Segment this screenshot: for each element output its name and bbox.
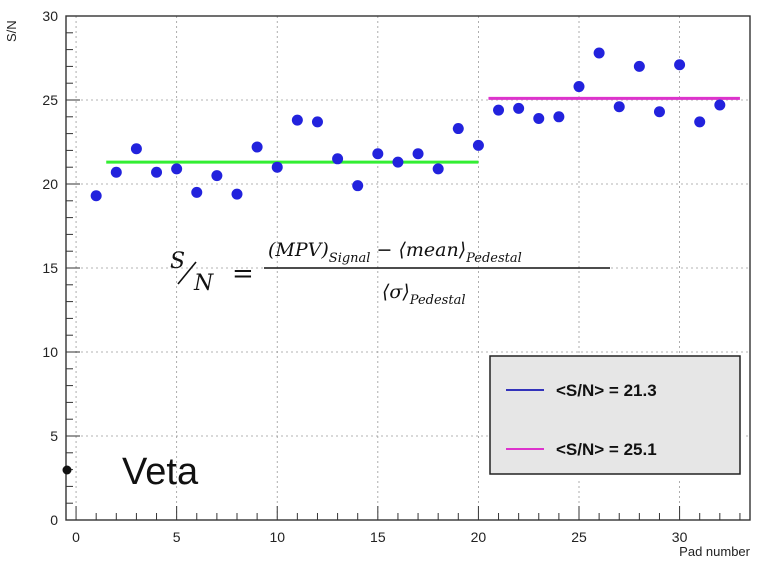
formula-equals: = — [232, 259, 254, 289]
data-point — [573, 81, 585, 93]
data-point — [513, 102, 525, 114]
y-tick-label: 30 — [42, 8, 58, 24]
y-tick-label: 5 — [50, 428, 58, 444]
data-point — [452, 123, 464, 135]
x-axis-title: Pad number — [679, 544, 750, 559]
data-point — [472, 139, 484, 151]
formula-lhs-n: N — [193, 271, 214, 296]
data-point — [231, 188, 243, 200]
data-point — [211, 170, 223, 182]
x-tick-label: 15 — [370, 529, 386, 545]
axis-ticks: 0 5 10 15 20 25 30 0 5 10 15 20 25 30 — [42, 8, 741, 545]
formula-lhs-slash — [177, 261, 197, 285]
data-point — [412, 148, 424, 160]
data-point — [171, 163, 183, 175]
x-tick-label: 0 — [72, 529, 80, 545]
data-point — [392, 156, 404, 168]
veta-marker — [62, 465, 72, 475]
y-axis-title: S/N — [4, 20, 19, 42]
data-point — [613, 101, 625, 113]
data-point — [553, 111, 565, 123]
y-tick-label: 20 — [42, 176, 58, 192]
formula-numerator: (MPV)Signal − ⟨mean⟩Pedestal — [268, 239, 522, 266]
data-point — [90, 190, 102, 202]
data-point — [432, 163, 444, 175]
data-point — [271, 161, 283, 173]
data-point — [493, 104, 505, 116]
legend: <S/N> = 21.3 <S/N> = 25.1 — [489, 355, 744, 478]
fit-lines — [106, 96, 740, 164]
data-point — [533, 112, 545, 124]
data-point — [251, 141, 263, 153]
data-point — [110, 166, 122, 178]
data-point — [653, 106, 665, 118]
y-tick-label: 0 — [50, 512, 58, 528]
sn-formula: S N = (MPV)Signal − ⟨mean⟩Pedestal ⟨σ⟩Pe… — [170, 239, 610, 308]
y-tick-label: 25 — [42, 92, 58, 108]
data-point — [372, 148, 384, 160]
data-point — [593, 47, 605, 59]
veta-label: Veta — [122, 451, 199, 493]
data-point — [694, 116, 706, 128]
legend-label-1: <S/N> = 21.3 — [556, 381, 657, 400]
data-point — [151, 166, 163, 178]
data-point — [332, 153, 344, 165]
data-point — [191, 186, 203, 198]
y-tick-label: 15 — [42, 260, 58, 276]
x-tick-label: 5 — [173, 529, 181, 545]
data-point — [291, 114, 303, 126]
data-point — [130, 143, 142, 155]
data-points — [90, 47, 726, 202]
data-point — [714, 99, 726, 111]
data-point — [311, 116, 323, 128]
data-point — [633, 60, 645, 72]
data-point — [674, 59, 686, 71]
legend-box — [489, 355, 741, 475]
legend-label-2: <S/N> = 25.1 — [556, 440, 657, 459]
formula-denominator: ⟨σ⟩Pedestal — [382, 281, 465, 308]
formula-lhs-s: S — [170, 249, 185, 274]
data-point — [352, 180, 364, 192]
x-tick-label: 20 — [471, 529, 487, 545]
x-tick-label: 10 — [269, 529, 285, 545]
y-tick-label: 10 — [42, 344, 58, 360]
x-tick-label: 25 — [571, 529, 587, 545]
x-tick-label: 30 — [672, 529, 688, 545]
